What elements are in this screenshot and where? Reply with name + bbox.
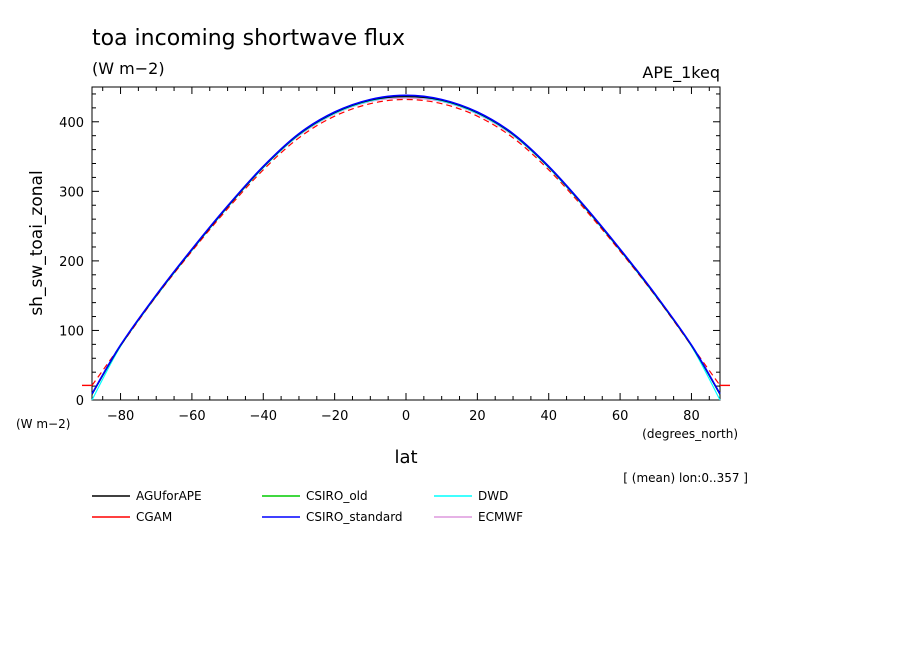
x-units-label: (degrees_north)	[642, 427, 738, 441]
y-tick-label: 100	[59, 324, 84, 339]
series-line-dwd	[91, 96, 721, 401]
chart-title: toa incoming shortwave flux	[92, 26, 405, 51]
plot-frame	[91, 86, 721, 401]
y-axis-label: sh_sw_toai_zonal	[27, 170, 47, 315]
x-axis-label: lat	[394, 447, 417, 468]
legend-label-csiro-old: CSIRO_old	[306, 489, 368, 503]
x-tick-label: −40	[250, 409, 277, 424]
y-tick-label: 0	[76, 394, 84, 409]
legend-label-dwd: DWD	[478, 489, 508, 503]
series-line-cgam	[91, 98, 721, 386]
legend-label-ecmwf: ECMWF	[478, 510, 523, 524]
series-line-csiro-old	[91, 95, 721, 395]
legend-label-aguforape: AGUforAPE	[136, 489, 202, 503]
title-units: (W m−2)	[92, 59, 165, 78]
x-tick-label: −20	[321, 409, 348, 424]
series-line-csiro-standard	[91, 94, 721, 395]
legend-label-csiro-standard: CSIRO_standard	[306, 510, 403, 524]
x-tick-label: −80	[107, 409, 134, 424]
y-units-label: (W m−2)	[16, 417, 70, 431]
plot-area: −80 −60 −40 −20 0 20 40 60 80 0 100 200 300 400	[59, 86, 730, 424]
legend-label-cgam: CGAM	[136, 510, 172, 524]
mean-note: [ (mean) lon:0..357 ]	[623, 471, 748, 485]
legend: AGUforAPE CGAM CSIRO_old CSIRO_standard DWD E…	[92, 489, 523, 524]
x-tick-label: 60	[612, 409, 629, 424]
series-line-aguforape	[91, 96, 721, 395]
x-tick-label: 0	[402, 409, 410, 424]
x-tick-label: 40	[540, 409, 557, 424]
series-line-ecmwf	[91, 97, 721, 395]
experiment-label: APE_1keq	[642, 63, 720, 83]
y-tick-label: 300	[59, 185, 84, 200]
x-tick-label: 80	[683, 409, 700, 424]
x-tick-label: 20	[469, 409, 486, 424]
y-tick-label: 400	[59, 116, 84, 131]
x-tick-label: −60	[178, 409, 205, 424]
y-tick-label: 200	[59, 255, 84, 270]
